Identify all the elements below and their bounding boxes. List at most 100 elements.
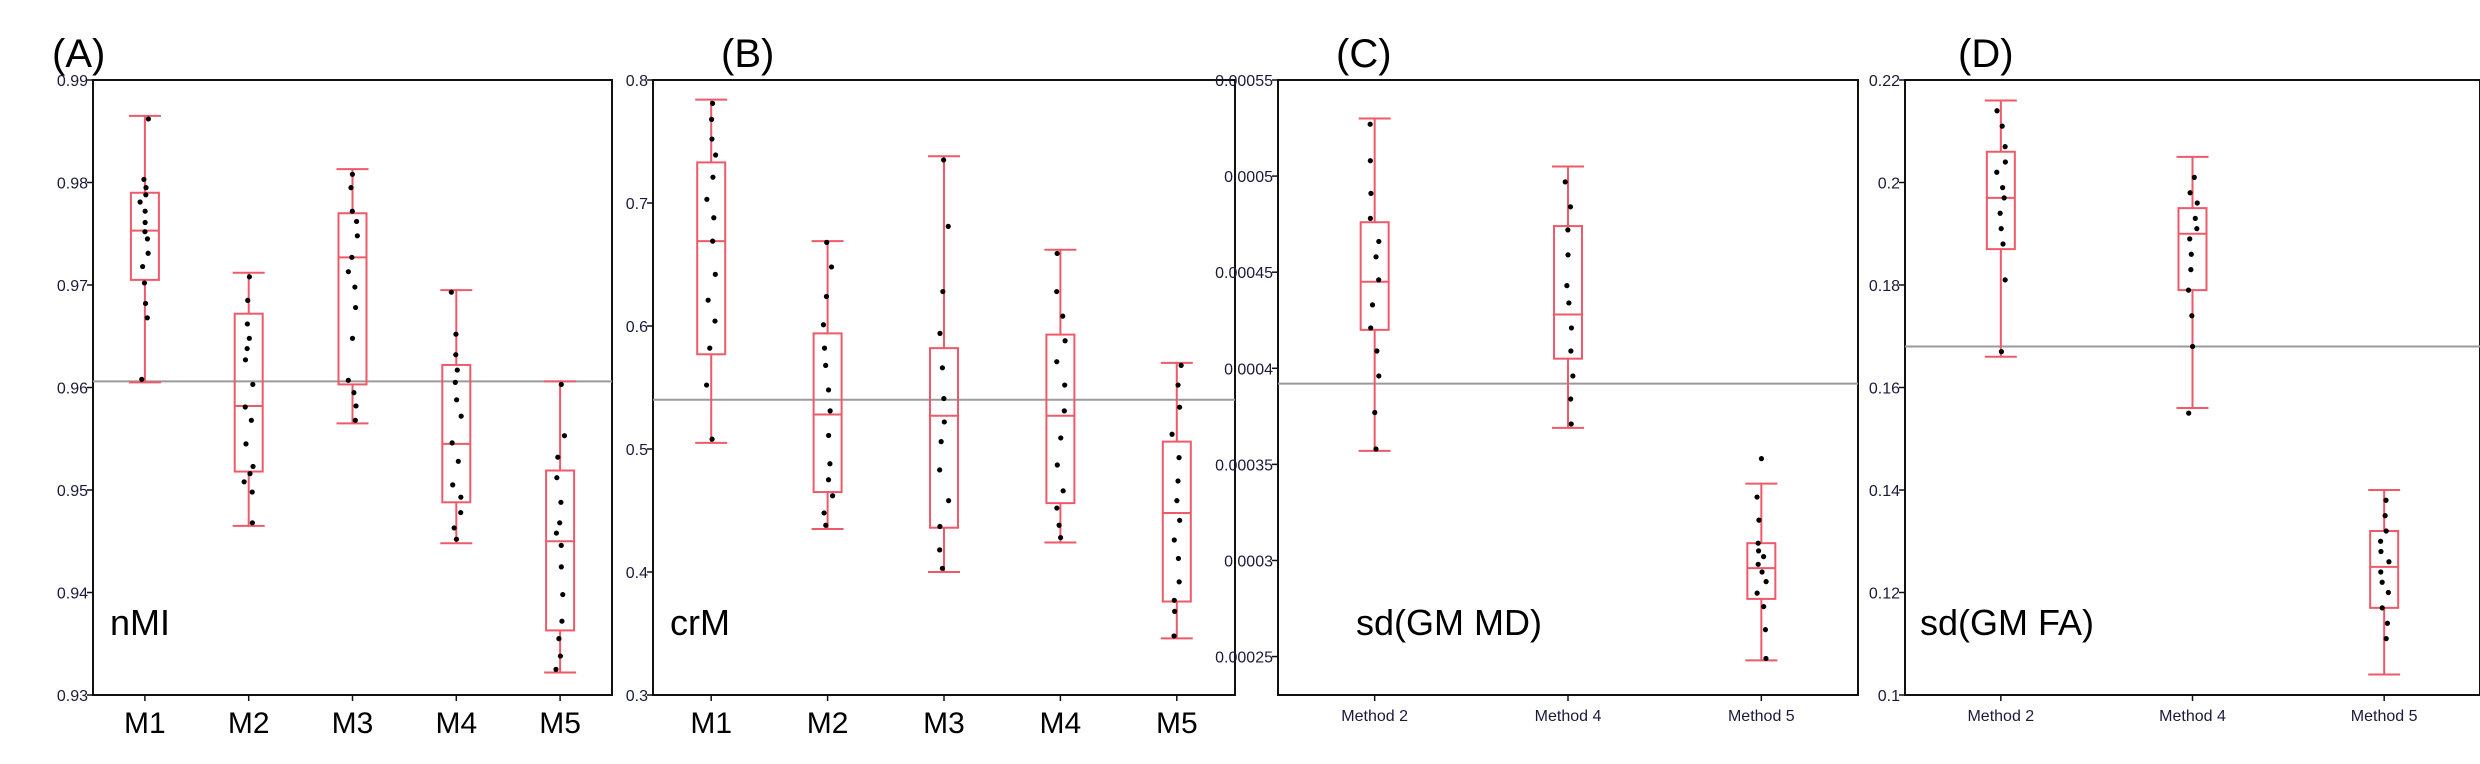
data-point (2001, 195, 2007, 201)
data-point (1762, 627, 1769, 633)
data-point (2383, 528, 2389, 534)
data-point (828, 264, 835, 270)
data-point (2194, 200, 2200, 206)
data-point (937, 330, 943, 336)
data-point (1368, 325, 1374, 331)
x-tick-label: M5 (1156, 707, 1198, 740)
data-point (558, 381, 564, 388)
data-point (825, 477, 832, 483)
y-tick-label: 0.00025 (1215, 650, 1273, 667)
data-point (2002, 159, 2008, 165)
data-point (946, 498, 952, 504)
iqr-box (2369, 530, 2400, 609)
data-point (556, 636, 562, 642)
data-point (1998, 349, 2005, 355)
data-point (711, 215, 717, 221)
data-point (558, 499, 564, 505)
data-point (823, 362, 829, 368)
data-point (1994, 108, 2000, 114)
y-tick-label: 0.5 (626, 442, 648, 459)
data-point (243, 441, 249, 447)
box-M3 (928, 155, 960, 573)
data-point (2383, 497, 2389, 503)
data-point (1759, 569, 1765, 575)
data-point (1997, 210, 2003, 216)
data-point (558, 542, 564, 548)
data-point (145, 116, 151, 122)
panel-label: (B) (721, 32, 774, 76)
data-point (248, 417, 254, 423)
data-point (1057, 534, 1064, 541)
data-point (250, 463, 256, 470)
data-point (455, 458, 461, 464)
data-point (453, 352, 459, 358)
data-point (349, 254, 355, 260)
data-point (1760, 554, 1767, 560)
data-point (453, 536, 460, 542)
y-tick-label: 0.00035 (1215, 457, 1273, 474)
data-point (1058, 435, 1064, 441)
data-point (1570, 373, 1576, 379)
data-point (1565, 227, 1571, 233)
data-point (1062, 338, 1068, 344)
data-point (937, 523, 943, 530)
data-point (703, 382, 710, 388)
iqr-box (337, 212, 368, 386)
box-M4 (1044, 248, 1077, 544)
data-point (449, 440, 455, 446)
data-point (1171, 537, 1177, 543)
data-point (1054, 505, 1060, 511)
data-point (941, 157, 947, 163)
data-point (1367, 215, 1374, 221)
data-point (1754, 590, 1760, 596)
data-point (1373, 446, 1379, 452)
y-tick-label: 0.3 (626, 688, 648, 705)
data-point (1060, 313, 1066, 319)
data-point (1054, 288, 1060, 295)
data-point (353, 403, 359, 409)
data-point (1056, 522, 1062, 528)
x-tick-label: Method 2 (1967, 708, 2034, 725)
data-point (1372, 409, 1378, 416)
data-point (352, 304, 359, 311)
y-tick-label: 0.94 (57, 586, 88, 603)
data-point (143, 185, 149, 191)
data-point (241, 479, 247, 485)
y-tick-label: 0.97 (57, 278, 88, 295)
data-point (823, 522, 829, 528)
y-tick-label: 0.18 (1869, 278, 1900, 295)
data-point (1755, 540, 1761, 546)
data-point (1175, 555, 1182, 562)
metric-label: sd(GM FA) (1920, 602, 2094, 643)
data-point (821, 345, 828, 351)
data-point (1172, 608, 1178, 614)
data-point (1998, 226, 2004, 232)
data-point (353, 218, 360, 225)
box-M2 (811, 240, 844, 530)
iqr-box (545, 469, 576, 632)
box-M2 (232, 271, 265, 527)
data-point (712, 271, 718, 277)
data-point (1756, 517, 1762, 523)
data-point (246, 335, 252, 341)
x-tick-label: M1 (124, 707, 166, 740)
x-tick-label: M2 (228, 707, 270, 740)
box-M4 (440, 289, 473, 545)
data-point (2383, 636, 2389, 642)
x-tick-label: M3 (923, 707, 965, 740)
data-point (354, 233, 360, 239)
data-point (137, 199, 143, 205)
y-tick-label: 0.7 (626, 196, 648, 213)
data-point (2000, 185, 2006, 191)
data-point (1755, 548, 1762, 554)
iqr-box (929, 347, 959, 529)
data-point (827, 461, 833, 467)
data-point (351, 390, 357, 396)
box-M1 (128, 114, 161, 384)
box-Method 5 (2368, 489, 2401, 676)
panel-3: (C) 0.00025 0.0003 0.00035 0.0004 0.00045 0.00… (1215, 32, 1859, 725)
iqr-box (1359, 221, 1390, 331)
data-point (244, 321, 250, 327)
x-tick-label: M4 (435, 707, 477, 740)
data-point (705, 297, 711, 303)
